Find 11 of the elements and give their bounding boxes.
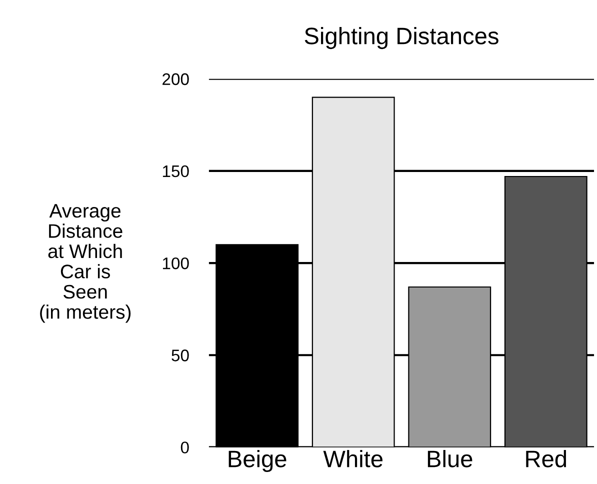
y-tick-label: 150 <box>162 165 189 178</box>
x-tick-label: Blue <box>428 450 472 468</box>
chart-title: Sighting Distances <box>304 27 498 50</box>
y-tick-label: 0 <box>180 442 189 454</box>
y-tick-label: 50 <box>172 350 189 362</box>
x-tick-label: White <box>323 450 382 468</box>
y-tick-label: 100 <box>162 257 189 270</box>
y-tick-label: 200 <box>162 73 189 86</box>
x-tick-label: Red <box>526 450 566 468</box>
y-axis-title: Average Distance at Which Car is Seen (in meters) <box>40 204 131 323</box>
x-tick-label: Beige <box>228 450 286 472</box>
